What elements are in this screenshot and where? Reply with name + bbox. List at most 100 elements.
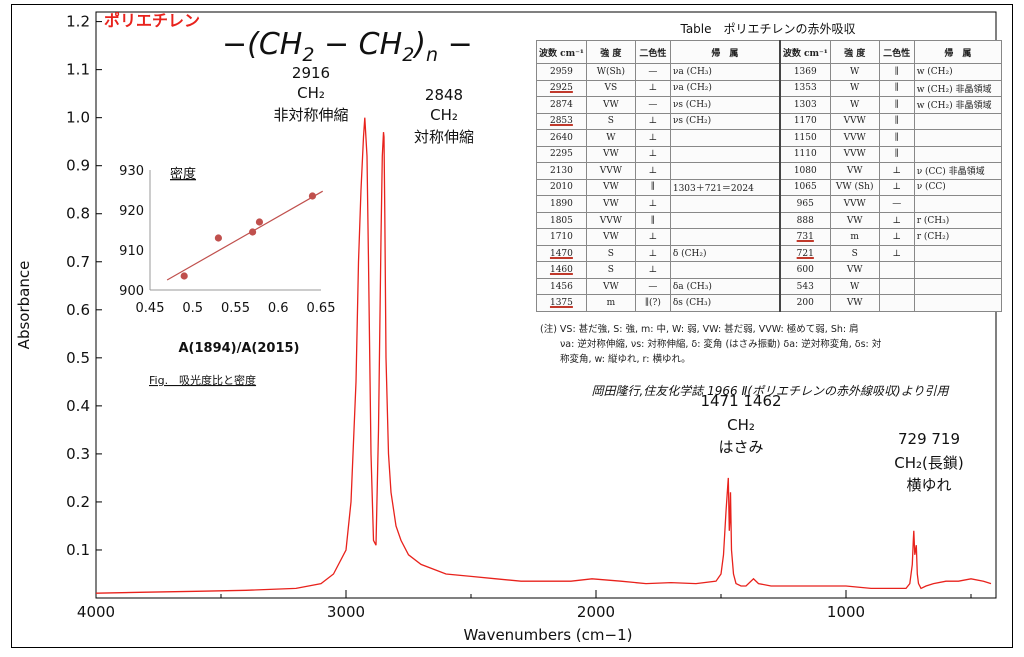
cell-dichroism-2: — — [878, 195, 915, 213]
cell-dichroism: — — [634, 63, 671, 81]
x-tick-label: 4000 — [77, 603, 115, 621]
cell-intensity-2: W — [829, 63, 880, 81]
cell-intensity-2: W — [829, 96, 880, 114]
cell-assignment — [669, 261, 781, 279]
cell-wavenumber: 2959 — [536, 63, 587, 81]
inset-x-label: A(1894)/A(2015) — [179, 341, 300, 356]
cell-wavenumber-2: 1170 — [778, 112, 831, 131]
y-tick-label: 0.2 — [66, 493, 90, 511]
inset-x-tick-label: 0.6 — [268, 301, 289, 316]
cell-intensity-2: VW (Sh) — [829, 178, 880, 197]
table-row: 2640 W ⊥ 1150 VVW ∥ — [536, 129, 1003, 147]
inset-point — [180, 272, 188, 280]
cell-wavenumber-2: 1303 — [778, 96, 831, 114]
cell-dichroism-2: ⊥ — [878, 228, 915, 246]
cell-dichroism: ⊥ — [634, 195, 671, 213]
y-tick-label: 0.5 — [66, 349, 90, 367]
y-tick-label: 0.9 — [66, 157, 90, 175]
annotation-2848-mode: 対称伸縮 — [414, 128, 474, 146]
cell-assignment-2 — [913, 261, 1003, 279]
cell-assignment — [669, 162, 781, 180]
inset-x-tick-label: 0.55 — [221, 301, 250, 316]
cell-dichroism: ⊥ — [634, 244, 671, 263]
cell-assignment — [669, 228, 781, 246]
cell-dichroism-2 — [878, 294, 915, 312]
cell-dichroism-2: ⊥ — [878, 178, 915, 197]
inset-points — [180, 192, 317, 280]
polymer-formula: −(CH2 − CH2)n − — [222, 27, 473, 66]
table-note-3: 称変角, w: 縦ゆれ, r: 横ゆれ。 — [560, 353, 691, 365]
header-wavenumber: 波数 cm⁻¹ — [536, 40, 587, 64]
x-tick-label: 2000 — [577, 603, 615, 621]
cell-assignment-2 — [913, 277, 1003, 296]
cell-wavenumber: 2010 — [536, 178, 587, 197]
cell-wavenumber: 2295 — [536, 145, 587, 164]
cell-intensity-2: S — [829, 244, 880, 263]
cell-assignment-2: ν (CC) 非晶領域 — [913, 162, 1003, 180]
cell-intensity: m — [585, 294, 636, 312]
x-axis-label: Wavenumbers (cm−1) — [464, 626, 633, 644]
cell-dichroism-2 — [878, 261, 915, 279]
inset-x-tick-label: 0.65 — [307, 301, 336, 316]
annotation-1465-wavenumbers: 1471 1462 — [700, 392, 781, 410]
table-row: 2925 VS ⊥ νa (CH₂) 1353 W ∥ w (CH₂) 非晶領域 — [536, 79, 1003, 98]
cell-dichroism: ∥(?) — [634, 294, 671, 312]
table-row: 1460 S ⊥ 600 VW — [536, 261, 1003, 279]
inset-fit-line — [166, 190, 324, 281]
cell-assignment-2: ν (CC) — [913, 178, 1003, 197]
annotation-2916-group: CH₂ — [297, 84, 325, 102]
cell-assignment: νs (CH₂) — [669, 112, 781, 131]
y-tick-label: 0.4 — [66, 397, 90, 415]
table-row: 1890 VW ⊥ 965 VVW — — [536, 195, 1003, 213]
cell-intensity: VW — [585, 145, 636, 164]
cell-intensity-2: VW — [829, 162, 880, 180]
header-assignment: 帰 属 — [669, 40, 781, 64]
cell-assignment — [669, 145, 781, 164]
table-note-1: (注) VS: 甚だ強, S: 強, m: 中, W: 弱, VW: 甚だ弱, … — [540, 323, 859, 335]
cell-assignment-2 — [913, 145, 1003, 164]
cell-dichroism-2: ⊥ — [878, 211, 915, 230]
annotation-1465-mode: はさみ — [718, 438, 763, 456]
inset-y-tick-label: 910 — [119, 244, 144, 259]
table-caption: Table ポリエチレンの赤外吸収 — [679, 22, 855, 36]
inset-x-tick-label: 0.45 — [136, 301, 165, 316]
cell-intensity: VW — [585, 96, 636, 114]
cell-wavenumber: 2130 — [536, 162, 587, 180]
y-axis-label: Absorbance — [15, 261, 33, 350]
cell-assignment-2: w (CH₂) 非晶領域 — [913, 96, 1003, 114]
header-wavenumber-2: 波数 cm⁻¹ — [778, 40, 831, 64]
inset-point — [214, 234, 222, 242]
inset-y-tick-label: 930 — [119, 164, 144, 179]
cell-dichroism: ⊥ — [634, 145, 671, 164]
cell-intensity: S — [585, 244, 636, 263]
cell-dichroism: ⊥ — [634, 162, 671, 180]
cell-dichroism-2: ∥ — [878, 63, 915, 81]
cell-wavenumber: 1890 — [536, 195, 587, 213]
y-tick-label: 0.6 — [66, 301, 90, 319]
cell-intensity: S — [585, 112, 636, 131]
cell-wavenumber-2: 888 — [778, 211, 831, 230]
cell-assignment: νa (CH₃) — [669, 63, 781, 81]
cell-wavenumber-2: 1369 — [778, 63, 831, 81]
chart-title: ポリエチレン — [104, 11, 200, 30]
annotation-724-mode: 横ゆれ — [906, 476, 951, 494]
table-row: 2959 W(Sh) — νa (CH₃) 1369 W ∥ w (CH₂) — [536, 63, 1003, 81]
table-row: 1375 m ∥(?) δs (CH₃) 200 VW — [536, 294, 1003, 312]
cell-dichroism-2: ∥ — [878, 145, 915, 164]
cell-assignment: νa (CH₂) — [669, 79, 781, 98]
cell-assignment-2: r (CH₃) — [913, 211, 1003, 230]
inset-point — [249, 228, 257, 236]
cell-wavenumber-2: 731 — [778, 228, 831, 246]
cell-wavenumber-2: 1353 — [778, 79, 831, 98]
inset-point — [308, 192, 317, 200]
cell-intensity: VW — [585, 195, 636, 213]
header-intensity: 強 度 — [585, 40, 636, 64]
inset-point — [255, 218, 264, 226]
inset-y-tick-label: 920 — [119, 204, 144, 219]
cell-intensity: VVW — [585, 162, 636, 180]
cell-assignment: 1303＋721＝2024 — [669, 178, 781, 197]
cell-dichroism: ⊥ — [634, 228, 671, 246]
y-tick-label: 0.3 — [66, 445, 90, 463]
table-row: 1805 VVW ∥ 888 VW ⊥ r (CH₃) — [536, 211, 1003, 230]
